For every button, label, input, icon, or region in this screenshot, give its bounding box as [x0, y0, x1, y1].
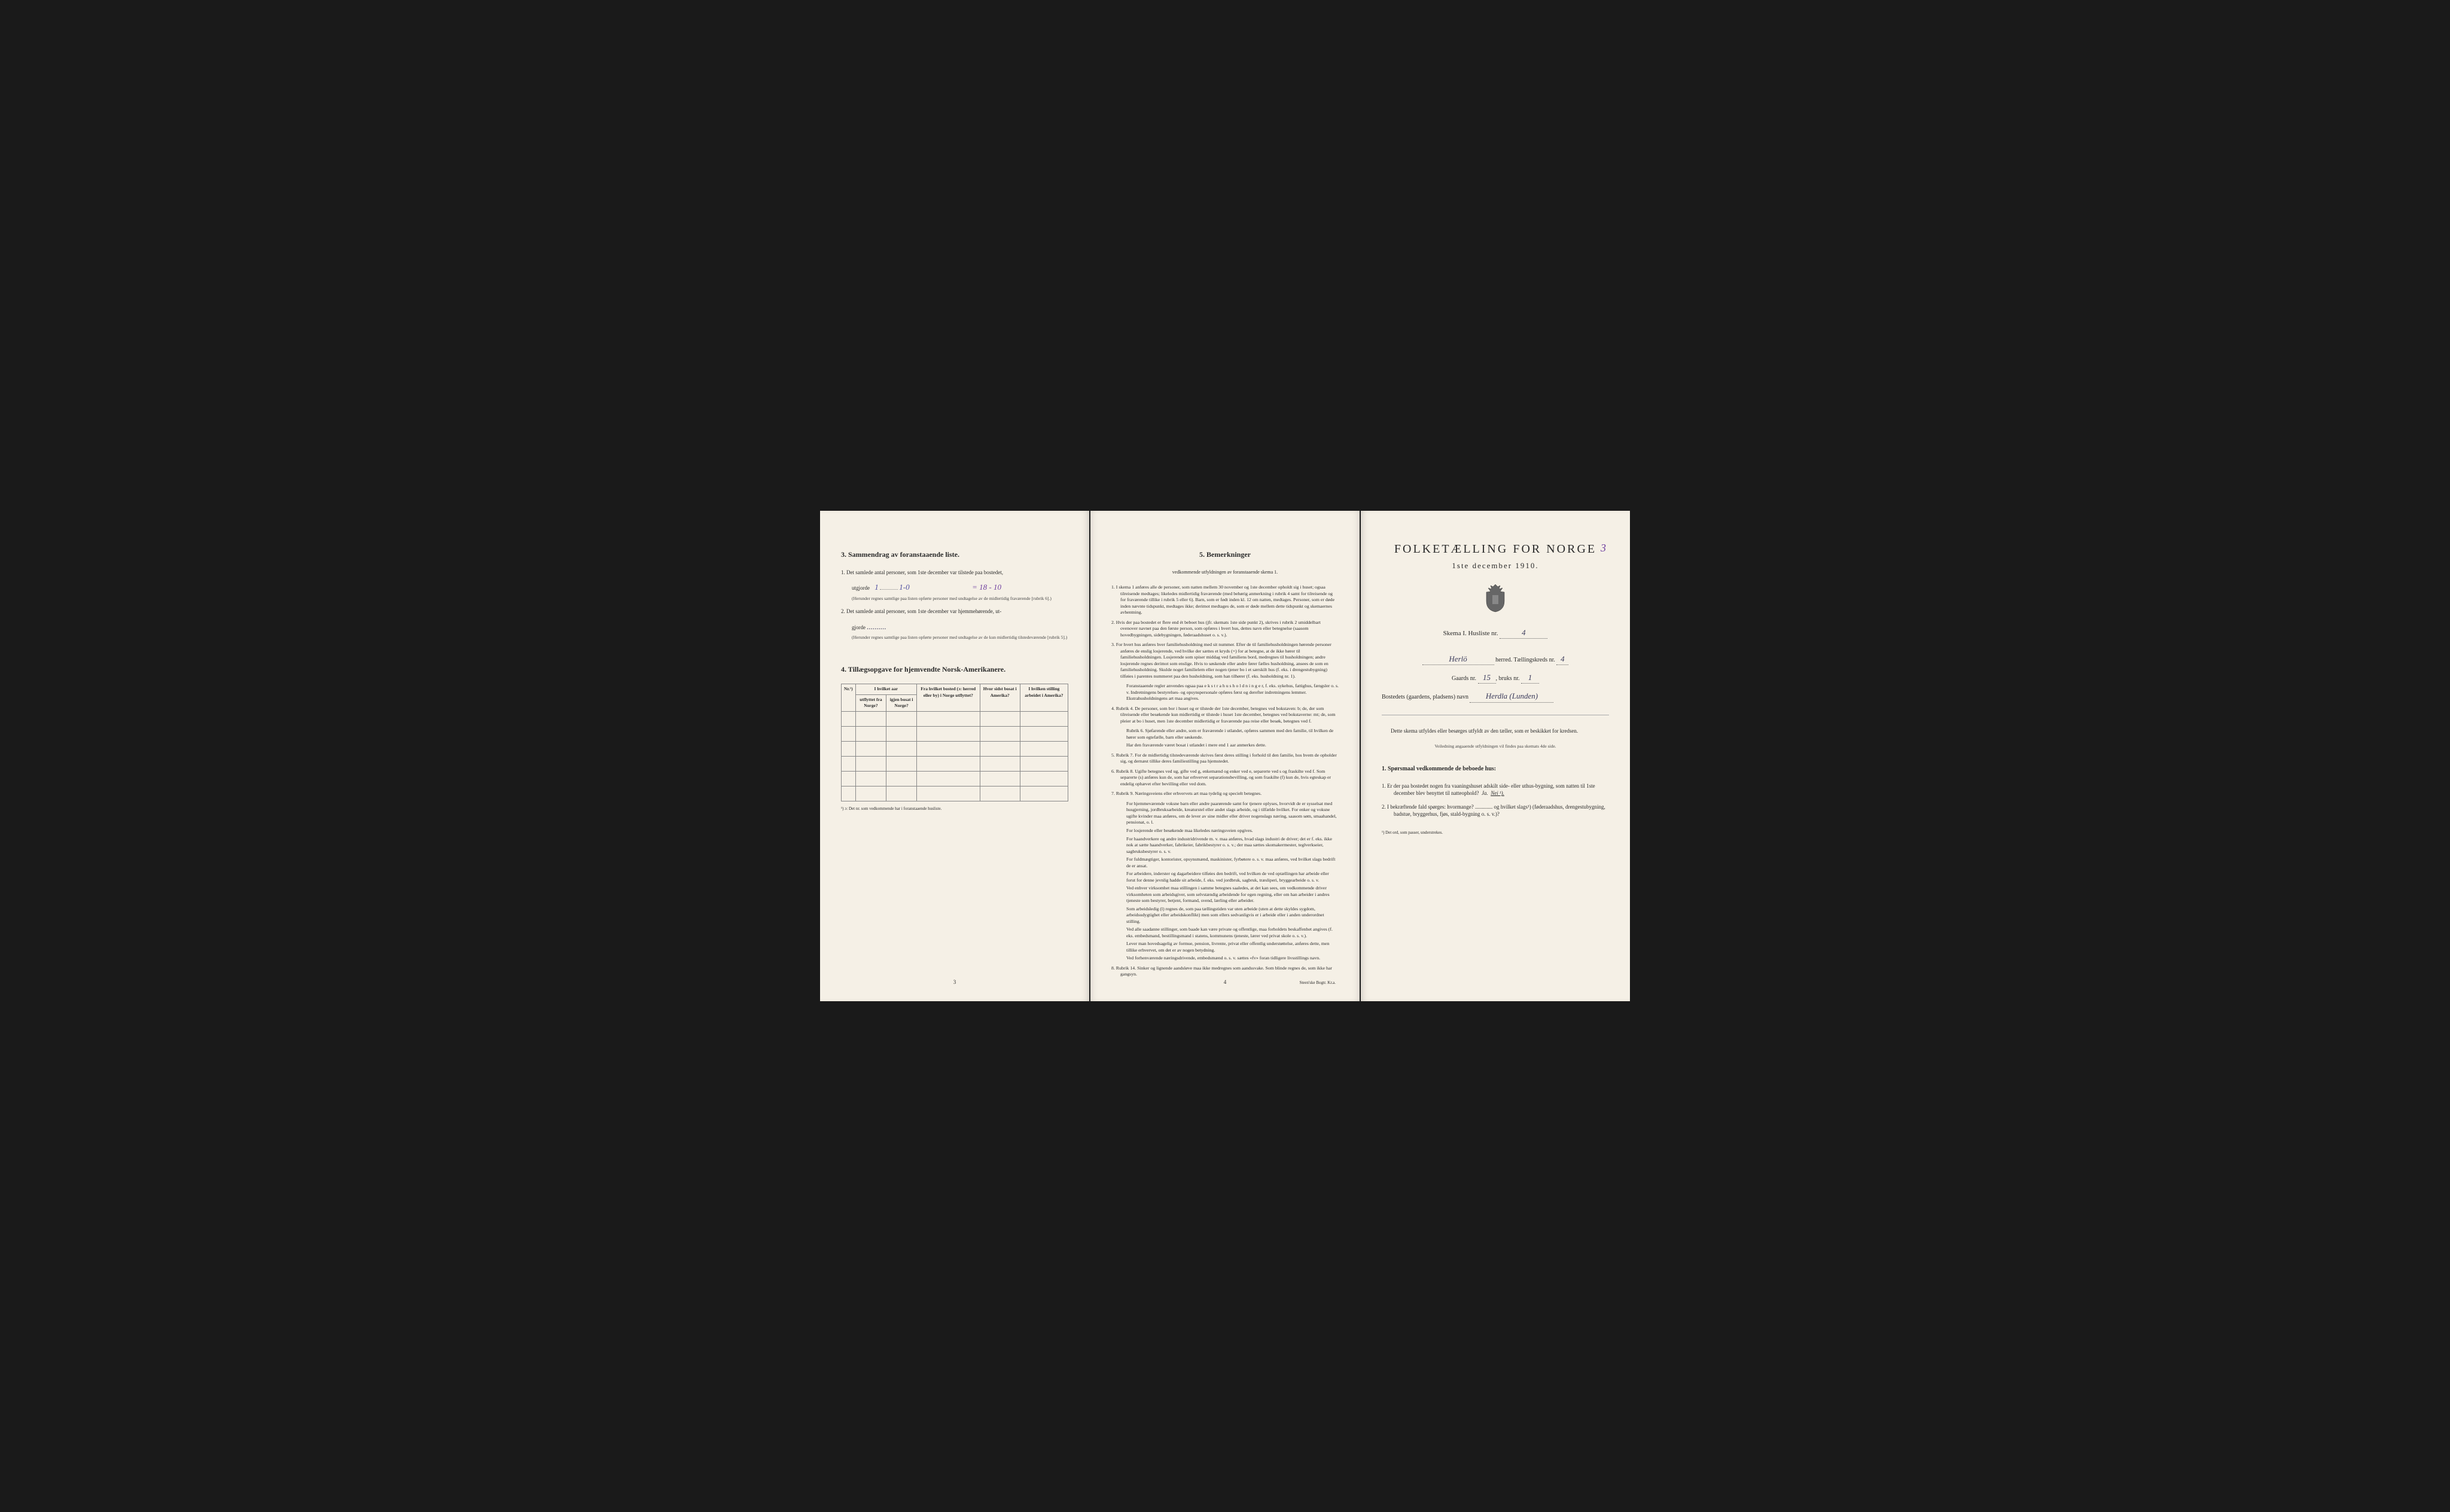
gaards-label: Gaards nr.	[1452, 675, 1476, 682]
skema-line: Skema I. Husliste nr. 4	[1382, 627, 1609, 639]
printer-mark: Steen'ske Bogtr. Kr.a.	[1299, 980, 1336, 986]
skema-label: Skema I. Husliste nr.	[1443, 630, 1498, 637]
bosted-value: Herdla (Lunden)	[1470, 691, 1553, 702]
table-row	[842, 786, 1068, 801]
gaards-line: Gaards nr. 15, bruks nr. 1	[1382, 672, 1609, 684]
q1-nei: Nei ¹).	[1491, 790, 1504, 796]
page-number-3: 3	[820, 978, 1089, 986]
item-1-fill-label: utgjorde	[852, 585, 870, 591]
rubrik-item: 1. I skema 1 anføres alle de personer, s…	[1111, 584, 1339, 616]
rubrik-subitem: Lever man hovedsagelig av formue, pensio…	[1111, 941, 1339, 953]
herred-label: herred. Tællingskreds nr.	[1495, 657, 1555, 663]
rubrik-subitem: For fuldmægtiger, kontorister, opsynsmæn…	[1111, 856, 1339, 869]
rubrik-subitem: Som arbeidsledig (l) regnes de, som paa …	[1111, 906, 1339, 925]
rubrik-subitem: Ved enhver virksomhet maa stillingen i s…	[1111, 885, 1339, 904]
th-aar-1: utflyttet fra Norge?	[855, 694, 886, 711]
rubrik-item: 2. Hvis der paa bostedet er flere end ét…	[1111, 620, 1339, 639]
table-row	[842, 741, 1068, 756]
q2-text: 2. I bekræftende fald spørges: hvormange…	[1382, 804, 1605, 818]
rubrik-subitem: For losjerende eller besøkende maa likel…	[1111, 828, 1339, 834]
question-1: 1. Er der paa bostedet nogen fra vaaning…	[1382, 782, 1609, 797]
gaards-value: 15	[1478, 672, 1496, 684]
th-nr: Nr.¹)	[842, 684, 856, 712]
instruction-2: Veiledning angaaende utfyldningen vil fi…	[1382, 743, 1609, 750]
bosted-line: Bostedets (gaardens, pladsens) navn Herd…	[1382, 691, 1609, 702]
item-1-hand-2: 1-0	[899, 583, 909, 592]
rubrik-subitem: For haandverkere og andre industridriven…	[1111, 836, 1339, 855]
rubrik-subitem: Ved alle saadanne stillinger, som baade …	[1111, 926, 1339, 939]
q1-text: 1. Er der paa bostedet nogen fra vaaning…	[1382, 783, 1595, 797]
rubrik-item: 8. Rubrik 14. Sinker og lignende aandslø…	[1111, 965, 1339, 978]
item-2-fill-label: gjorde	[852, 624, 866, 630]
amerika-table: Nr.¹) I hvilket aar Fra hvilket bosted (…	[841, 684, 1068, 801]
rubrik-subitem: For arbeidere, inderster og dagarbeidere…	[1111, 871, 1339, 883]
kreds-value: 4	[1556, 654, 1568, 665]
rubrik-item: 5. Rubrik 7. For de midlertidig tilstede…	[1111, 752, 1339, 765]
rubrik-subitem: Foranstaaende regler anvendes ogsaa paa …	[1111, 683, 1339, 702]
amerika-tbody	[842, 711, 1068, 801]
item-2: 2. Det samlede antal personer, som 1ste …	[841, 608, 1068, 615]
th-amerika-stilling: I hvilken stilling arbeidet i Amerika?	[1020, 684, 1068, 712]
item-2-note: (Herunder regnes samtlige paa listen opf…	[841, 635, 1068, 641]
section-3-heading: 3. Sammendrag av foranstaaende liste.	[841, 550, 1068, 560]
table-row	[842, 756, 1068, 771]
questions-block: 1. Er der paa bostedet nogen fra vaaning…	[1382, 782, 1609, 818]
section-5-heading: 5. Bemerkninger	[1111, 550, 1339, 560]
item-1-note: (Herunder regnes samtlige paa listen opf…	[841, 596, 1068, 602]
herred-value: Herlö	[1422, 654, 1494, 665]
section-5-subtitle: vedkommende utfyldningen av foranstaaend…	[1111, 569, 1339, 575]
page-3: 3. Sammendrag av foranstaaende liste. 1.…	[820, 511, 1089, 1001]
th-bosted: Fra hvilket bosted (ɔ: herred eller by) …	[916, 684, 980, 712]
rubrik-subitem: Har den fraværende været bosat i utlande…	[1111, 742, 1339, 749]
th-aar-2: igjen bosat i Norge?	[886, 694, 917, 711]
census-date: 1ste december 1910.	[1382, 560, 1609, 571]
skema-value: 4	[1500, 627, 1547, 639]
item-1-fill-line: utgjorde 1 1-0 = 18 - 10	[841, 582, 1068, 593]
item-1: 1. Det samlede antal personer, som 1ste …	[841, 569, 1068, 577]
item-2-fill-line: gjorde ..........	[841, 621, 1068, 632]
coat-of-arms-icon	[1382, 583, 1609, 615]
section-4-heading: 4. Tillægsopgave for hjemvendte Norsk-Am…	[841, 664, 1068, 675]
table-row	[842, 726, 1068, 741]
rubrik-subitem: Ved forhenværende næringsdrivende, embed…	[1111, 955, 1339, 962]
census-title: FOLKETÆLLING FOR NORGE	[1382, 541, 1609, 557]
rubrik-item: 4. Rubrik 4. De personer, som bor i huse…	[1111, 706, 1339, 725]
herred-line: Herlö herred. Tællingskreds nr. 4	[1382, 654, 1609, 665]
q1-ja: Ja.	[1482, 790, 1488, 796]
bosted-label: Bostedets (gaardens, pladsens) navn	[1382, 694, 1468, 700]
table-footnote: ¹) ɔ: Det nr. som vedkommende har i fora…	[841, 806, 1068, 812]
page-annotation: 3	[1601, 541, 1606, 556]
bruks-value: 1	[1521, 672, 1539, 684]
page-4: 5. Bemerkninger vedkommende utfyldningen…	[1090, 511, 1360, 1001]
th-aar-group: I hvilket aar	[855, 684, 916, 695]
question-2: 2. I bekræftende fald spørges: hvormange…	[1382, 803, 1609, 818]
right-footnote: ¹) Det ord, som passer, understrekes.	[1382, 830, 1609, 836]
item-2-text: 2. Det samlede antal personer, som 1ste …	[841, 608, 1001, 614]
item-1-text: 1. Det samlede antal personer, som 1ste …	[841, 569, 1003, 575]
th-amerika-bosat: Hvor sidst bosat i Amerika?	[980, 684, 1020, 712]
rubrik-subitem: For hjemmeværende voksne barn eller andr…	[1111, 801, 1339, 826]
census-document: 3. Sammendrag av foranstaaende liste. 1.…	[808, 493, 1642, 1019]
table-row	[842, 711, 1068, 726]
bruks-label: bruks nr.	[1499, 675, 1520, 682]
page-cover: FOLKETÆLLING FOR NORGE 1ste december 191…	[1361, 511, 1630, 1001]
table-row	[842, 771, 1068, 786]
rubrik-item: 7. Rubrik 9. Næringsveiens eller erhverv…	[1111, 791, 1339, 797]
rubrik-item: 6. Rubrik 8. Ugifte betegnes ved ug, gif…	[1111, 769, 1339, 788]
item-2-hand: ..........	[867, 622, 886, 631]
item-1-hand-1: 1	[874, 583, 879, 592]
rubrik-subitem: Rubrik 6. Sjøfarende eller andre, som er…	[1111, 728, 1339, 740]
questions-heading: 1. Spørsmaal vedkommende de beboede hus:	[1382, 765, 1609, 773]
rubrik-item: 3. For hvert hus anføres hver familiehus…	[1111, 642, 1339, 679]
rubrik-list: 1. I skema 1 anføres alle de personer, s…	[1111, 584, 1339, 978]
instruction-1: Dette skema utfyldes eller besørges utfy…	[1382, 727, 1609, 735]
item-1-hand-3: = 18 - 10	[972, 583, 1001, 592]
